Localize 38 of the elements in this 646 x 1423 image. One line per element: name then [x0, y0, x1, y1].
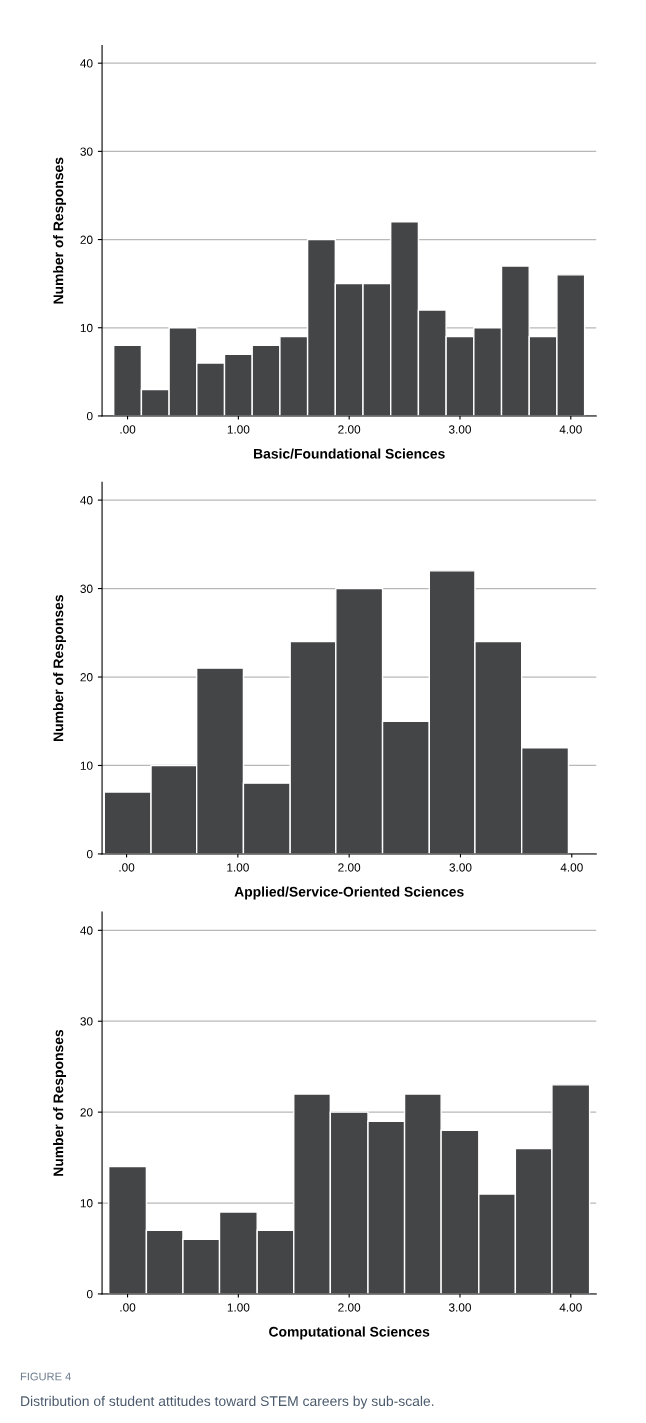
y-tick-label: 20 — [80, 673, 93, 682]
x-tick-label: .00 — [120, 425, 136, 434]
y-tick-label: 30 — [80, 147, 93, 156]
x-tick-label: 2.00 — [338, 1303, 361, 1312]
x-tick-label: .00 — [120, 1303, 136, 1312]
x-tick-label: 3.00 — [449, 863, 472, 872]
x-tick-label: 3.00 — [448, 1303, 471, 1312]
y-tick-label: 40 — [80, 496, 93, 505]
x-tick-label: 2.00 — [338, 863, 361, 872]
y-tick-label: 20 — [80, 235, 93, 244]
x-tick-label: .00 — [119, 863, 135, 872]
y-tick-label: 0 — [86, 1289, 93, 1299]
y-axis-title: Number of Responses — [53, 157, 67, 304]
y-tick-label: 0 — [86, 411, 93, 421]
y-axis-title: Number of Responses — [53, 595, 67, 741]
x-tick-label: 1.00 — [227, 1303, 250, 1312]
y-tick-label: 30 — [80, 1017, 93, 1026]
y-tick-label: 30 — [80, 584, 93, 593]
text: Distribution of student attitudes toward STEM careers by sub-scale. — [21, 1395, 434, 1409]
x-tick-label: 4.00 — [559, 425, 582, 434]
x-tick-label: 3.00 — [448, 425, 471, 434]
x-axis-title: Applied/Service-Oriented Sciences — [234, 886, 464, 900]
x-tick-label: 4.00 — [560, 863, 583, 872]
x-axis-title: Computational Sciences — [269, 1326, 430, 1340]
x-axis-title: Basic/Foundational Sciences — [254, 448, 445, 459]
y-tick-label: 40 — [80, 59, 93, 68]
caption: FIGURE 4 — [20, 1372, 71, 1381]
y-tick-label: 20 — [80, 1108, 93, 1117]
y-tick-label: 10 — [80, 323, 93, 333]
y-tick-label: 40 — [80, 926, 93, 935]
x-tick-label: 2.00 — [338, 425, 361, 434]
y-tick-label: 10 — [80, 761, 93, 770]
x-tick-label: 1.00 — [227, 863, 249, 872]
y-tick-label: 0 — [86, 849, 93, 859]
x-tick-label: 1.00 — [227, 425, 250, 434]
y-axis-title: Number of Responses — [53, 1029, 67, 1176]
y-tick-label: 10 — [80, 1199, 93, 1208]
x-tick-label: 4.00 — [559, 1303, 582, 1312]
